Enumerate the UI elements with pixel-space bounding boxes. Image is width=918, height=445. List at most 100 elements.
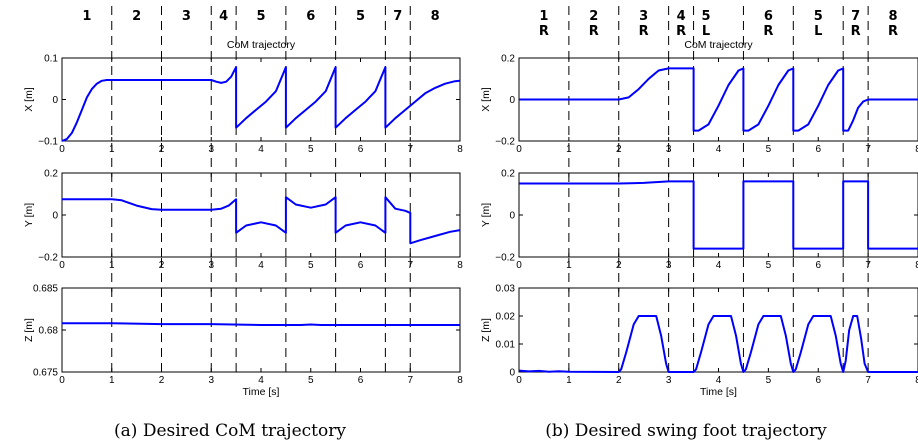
phase-number-label: 7 xyxy=(393,9,402,24)
phase-number-label: 6 xyxy=(764,9,773,24)
y-tick-label: 0.02 xyxy=(496,312,516,323)
phase-number-label: 6 xyxy=(306,9,315,24)
x-tick-label: 3 xyxy=(208,375,214,386)
x-tick-label: 0 xyxy=(516,144,522,155)
phase-number-label: 5 xyxy=(256,9,265,24)
x-tick-label: 5 xyxy=(766,144,772,155)
trajectory-line xyxy=(62,322,460,326)
trajectory-line xyxy=(61,66,461,142)
trajectory-line xyxy=(519,180,918,250)
x-tick-label: 8 xyxy=(457,375,463,386)
axes-box xyxy=(518,287,918,373)
y-tick-label: 0.03 xyxy=(496,284,516,295)
phase-number-label: 4 xyxy=(219,9,228,24)
y-tick-label: 0.1 xyxy=(44,54,58,65)
y-tick-label: 0 xyxy=(52,95,58,106)
x-tick-label: 5 xyxy=(308,375,314,386)
y-tick-label: 0 xyxy=(509,368,515,379)
x-tick-label: 7 xyxy=(865,375,871,386)
x-tick-label: 6 xyxy=(815,260,821,271)
x-tick-label: 2 xyxy=(616,375,622,386)
foot-z-panel: 0 1 2 3 4 5 6 7 8 0.03 0.02 0.01 0 Z [m] Time [s] xyxy=(480,258,918,398)
y-axis-label: X [m] xyxy=(480,87,492,112)
phase-number-label: 5 xyxy=(356,9,365,24)
x-tick-label: 6 xyxy=(358,144,364,155)
y-tick-label: 0.2 xyxy=(501,54,515,65)
x-tick-label: 4 xyxy=(258,375,264,386)
chart-title: CoM trajectory xyxy=(684,39,753,51)
support-foot-label: R xyxy=(888,24,898,39)
x-tick-label: 0 xyxy=(516,260,522,271)
phase-number-label: 7 xyxy=(851,9,860,24)
support-foot-label: R xyxy=(639,24,649,39)
x-axis-label: Time [s] xyxy=(700,386,737,398)
y-tick-label: 0.68 xyxy=(39,326,59,337)
x-tick-label: 8 xyxy=(457,144,463,155)
y-tick-label: −0.1 xyxy=(38,137,58,148)
x-tick-label: 5 xyxy=(308,144,314,155)
x-tick-label: 0 xyxy=(59,144,65,155)
y-tick-label: 0 xyxy=(52,211,58,222)
y-axis-label: Z [m] xyxy=(480,318,492,342)
trajectory-line xyxy=(518,315,918,373)
y-tick-label: 0.2 xyxy=(501,169,515,180)
axes-box xyxy=(61,172,461,258)
y-tick-label: 0.675 xyxy=(33,368,58,379)
caption-b: (b) Desired swing foot trajectory xyxy=(545,421,827,441)
y-tick-label: −0.2 xyxy=(495,137,515,148)
y-axis-label: Y [m] xyxy=(480,203,492,227)
y-tick-label: 0.2 xyxy=(44,169,58,180)
trajectory-line xyxy=(519,67,918,132)
y-tick-label: −0.2 xyxy=(495,253,515,264)
phase-number-label: 5 xyxy=(702,9,711,24)
x-tick-label: 5 xyxy=(766,260,772,271)
phase-number-label: 2 xyxy=(132,9,141,24)
support-foot-label: R xyxy=(589,24,599,39)
com-z-panel: 0 1 2 3 4 5 6 7 8 0.685 0.68 0.675 Z [m] Time [s] xyxy=(23,258,463,398)
x-tick-label: 4 xyxy=(716,375,722,386)
x-axis-label: Time [s] xyxy=(243,386,280,398)
phase-number-label: 1 xyxy=(82,9,91,24)
phase-number-label: 8 xyxy=(889,9,898,24)
y-axis-label: X [m] xyxy=(23,87,35,112)
x-tick-label: 5 xyxy=(766,375,772,386)
x-tick-label: 4 xyxy=(258,260,264,271)
x-tick-label: 8 xyxy=(457,260,463,271)
x-tick-label: 8 xyxy=(915,375,918,386)
x-tick-label: 4 xyxy=(258,144,264,155)
axes-box xyxy=(61,287,461,373)
y-tick-label: 0.01 xyxy=(496,340,516,351)
x-tick-label: 1 xyxy=(109,375,115,386)
support-foot-label: L xyxy=(814,24,822,39)
x-tick-label: 5 xyxy=(308,260,314,271)
x-tick-label: 2 xyxy=(159,375,165,386)
phase-number-label: 2 xyxy=(589,9,598,24)
x-tick-label: 4 xyxy=(716,260,722,271)
x-tick-label: 6 xyxy=(358,260,364,271)
support-foot-label: R xyxy=(763,24,773,39)
y-axis-label: Y [m] xyxy=(23,203,35,227)
support-foot-label: L xyxy=(702,24,710,39)
y-tick-label: −0.2 xyxy=(38,253,58,264)
x-tick-label: 7 xyxy=(407,375,413,386)
x-tick-label: 1 xyxy=(566,375,572,386)
y-tick-label: 0 xyxy=(509,95,515,106)
phase-number-label: 1 xyxy=(539,9,548,24)
caption-a: (a) Desired CoM trajectory xyxy=(114,421,346,441)
x-tick-label: 8 xyxy=(915,144,918,155)
x-tick-label: 8 xyxy=(915,260,918,271)
phase-number-label: 8 xyxy=(431,9,440,24)
phase-number-label: 5 xyxy=(814,9,823,24)
trajectory-line xyxy=(62,196,461,245)
y-axis-label: Z [m] xyxy=(23,318,35,342)
x-tick-label: 4 xyxy=(716,144,722,155)
y-tick-label: 0 xyxy=(509,211,515,222)
axes-box xyxy=(61,57,461,142)
axes-box xyxy=(518,172,918,258)
support-foot-label: R xyxy=(851,24,861,39)
